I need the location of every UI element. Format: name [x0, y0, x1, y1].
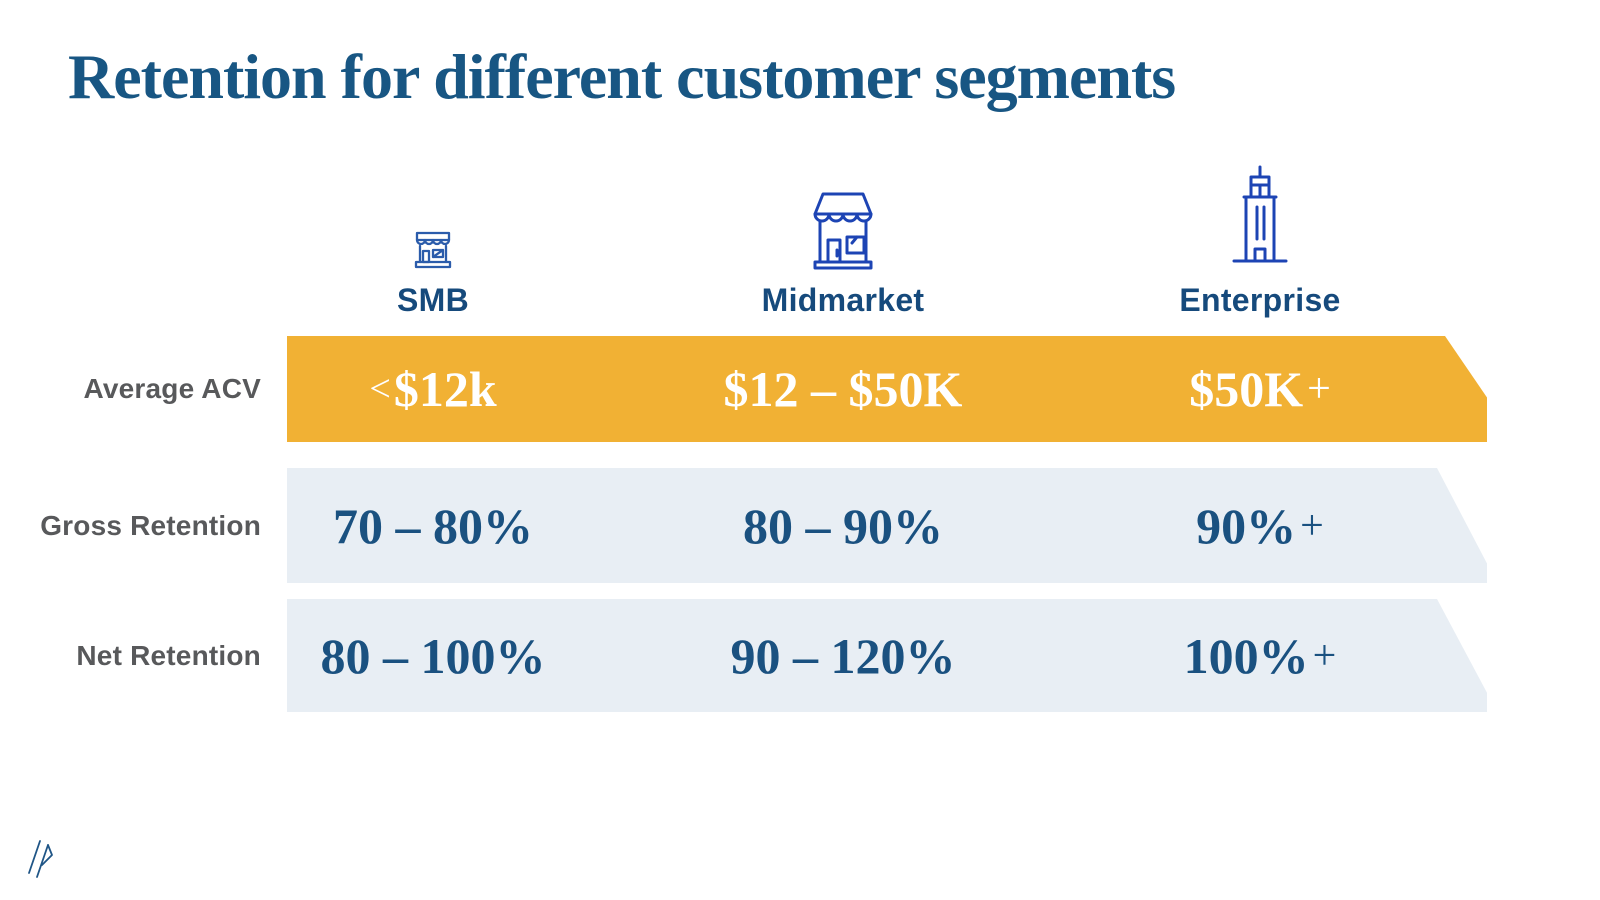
column-label-midmarket: Midmarket [761, 282, 925, 318]
value-text: 90% [1196, 497, 1297, 554]
column-label-smb: SMB [396, 282, 469, 318]
column-header-enterprise: Enterprise [1107, 152, 1413, 318]
cell-gross-retention-enterprise: 90% + [1107, 468, 1413, 583]
row-label-net-retention: Net Retention [76, 639, 261, 671]
value-text: $12k [393, 361, 497, 417]
cell-net-retention-enterprise: 100% + [1107, 599, 1413, 712]
cell-net-retention-smb: 80 – 100% [287, 599, 579, 712]
table-row-average-acv: Average ACV < $12k $12 – $50K $50K + [0, 336, 1487, 442]
storefront-icon [813, 192, 873, 270]
value-text: 70 – 80% [333, 497, 533, 554]
cell-gross-retention-smb: 70 – 80% [287, 468, 579, 583]
value-suffix: + [1312, 632, 1337, 679]
column-header-smb: SMB [287, 152, 579, 318]
row-label-average-acv: Average ACV [83, 373, 261, 404]
value-text: $50K [1189, 361, 1304, 417]
value-suffix: + [1307, 366, 1331, 412]
band-spacer [1413, 468, 1487, 583]
value-text: 100% [1183, 627, 1309, 684]
row-band-average-acv: < $12k $12 – $50K $50K + [287, 336, 1487, 442]
value-text: 90 – 120% [730, 627, 956, 684]
skyscraper-icon [1232, 165, 1288, 263]
cell-net-retention-midmarket: 90 – 120% [579, 599, 1107, 712]
page-title: Retention for different customer segment… [68, 41, 1176, 112]
value-text: $12 – $50K [723, 361, 963, 417]
column-header-row: SMB Midmarket [0, 152, 1487, 318]
cell-average-acv-midmarket: $12 – $50K [579, 336, 1107, 442]
cell-average-acv-enterprise: $50K + [1107, 336, 1413, 442]
band-spacer [1413, 336, 1487, 442]
value-prefix: < [369, 368, 391, 410]
row-label-gross-retention: Gross Retention [40, 509, 261, 541]
cell-gross-retention-midmarket: 80 – 90% [579, 468, 1107, 583]
column-header-midmarket: Midmarket [579, 152, 1107, 318]
segments-table: SMB Midmarket [0, 152, 1487, 712]
company-logo [28, 840, 53, 878]
value-text: 80 – 90% [743, 497, 943, 554]
table-row-gross-retention: Gross Retention 70 – 80% 80 – 90% 90% + [0, 468, 1487, 583]
cell-average-acv-smb: < $12k [287, 336, 579, 442]
storefront-small-icon [414, 231, 452, 269]
band-spacer [1413, 599, 1487, 712]
column-label-enterprise: Enterprise [1179, 282, 1341, 318]
row-band-net-retention: 80 – 100% 90 – 120% 100% + [287, 599, 1487, 712]
value-text: 80 – 100% [320, 627, 546, 684]
value-suffix: + [1300, 502, 1324, 549]
row-band-gross-retention: 70 – 80% 80 – 90% 90% + [287, 468, 1487, 583]
table-row-net-retention: Net Retention 80 – 100% 90 – 120% 100% + [0, 599, 1487, 712]
